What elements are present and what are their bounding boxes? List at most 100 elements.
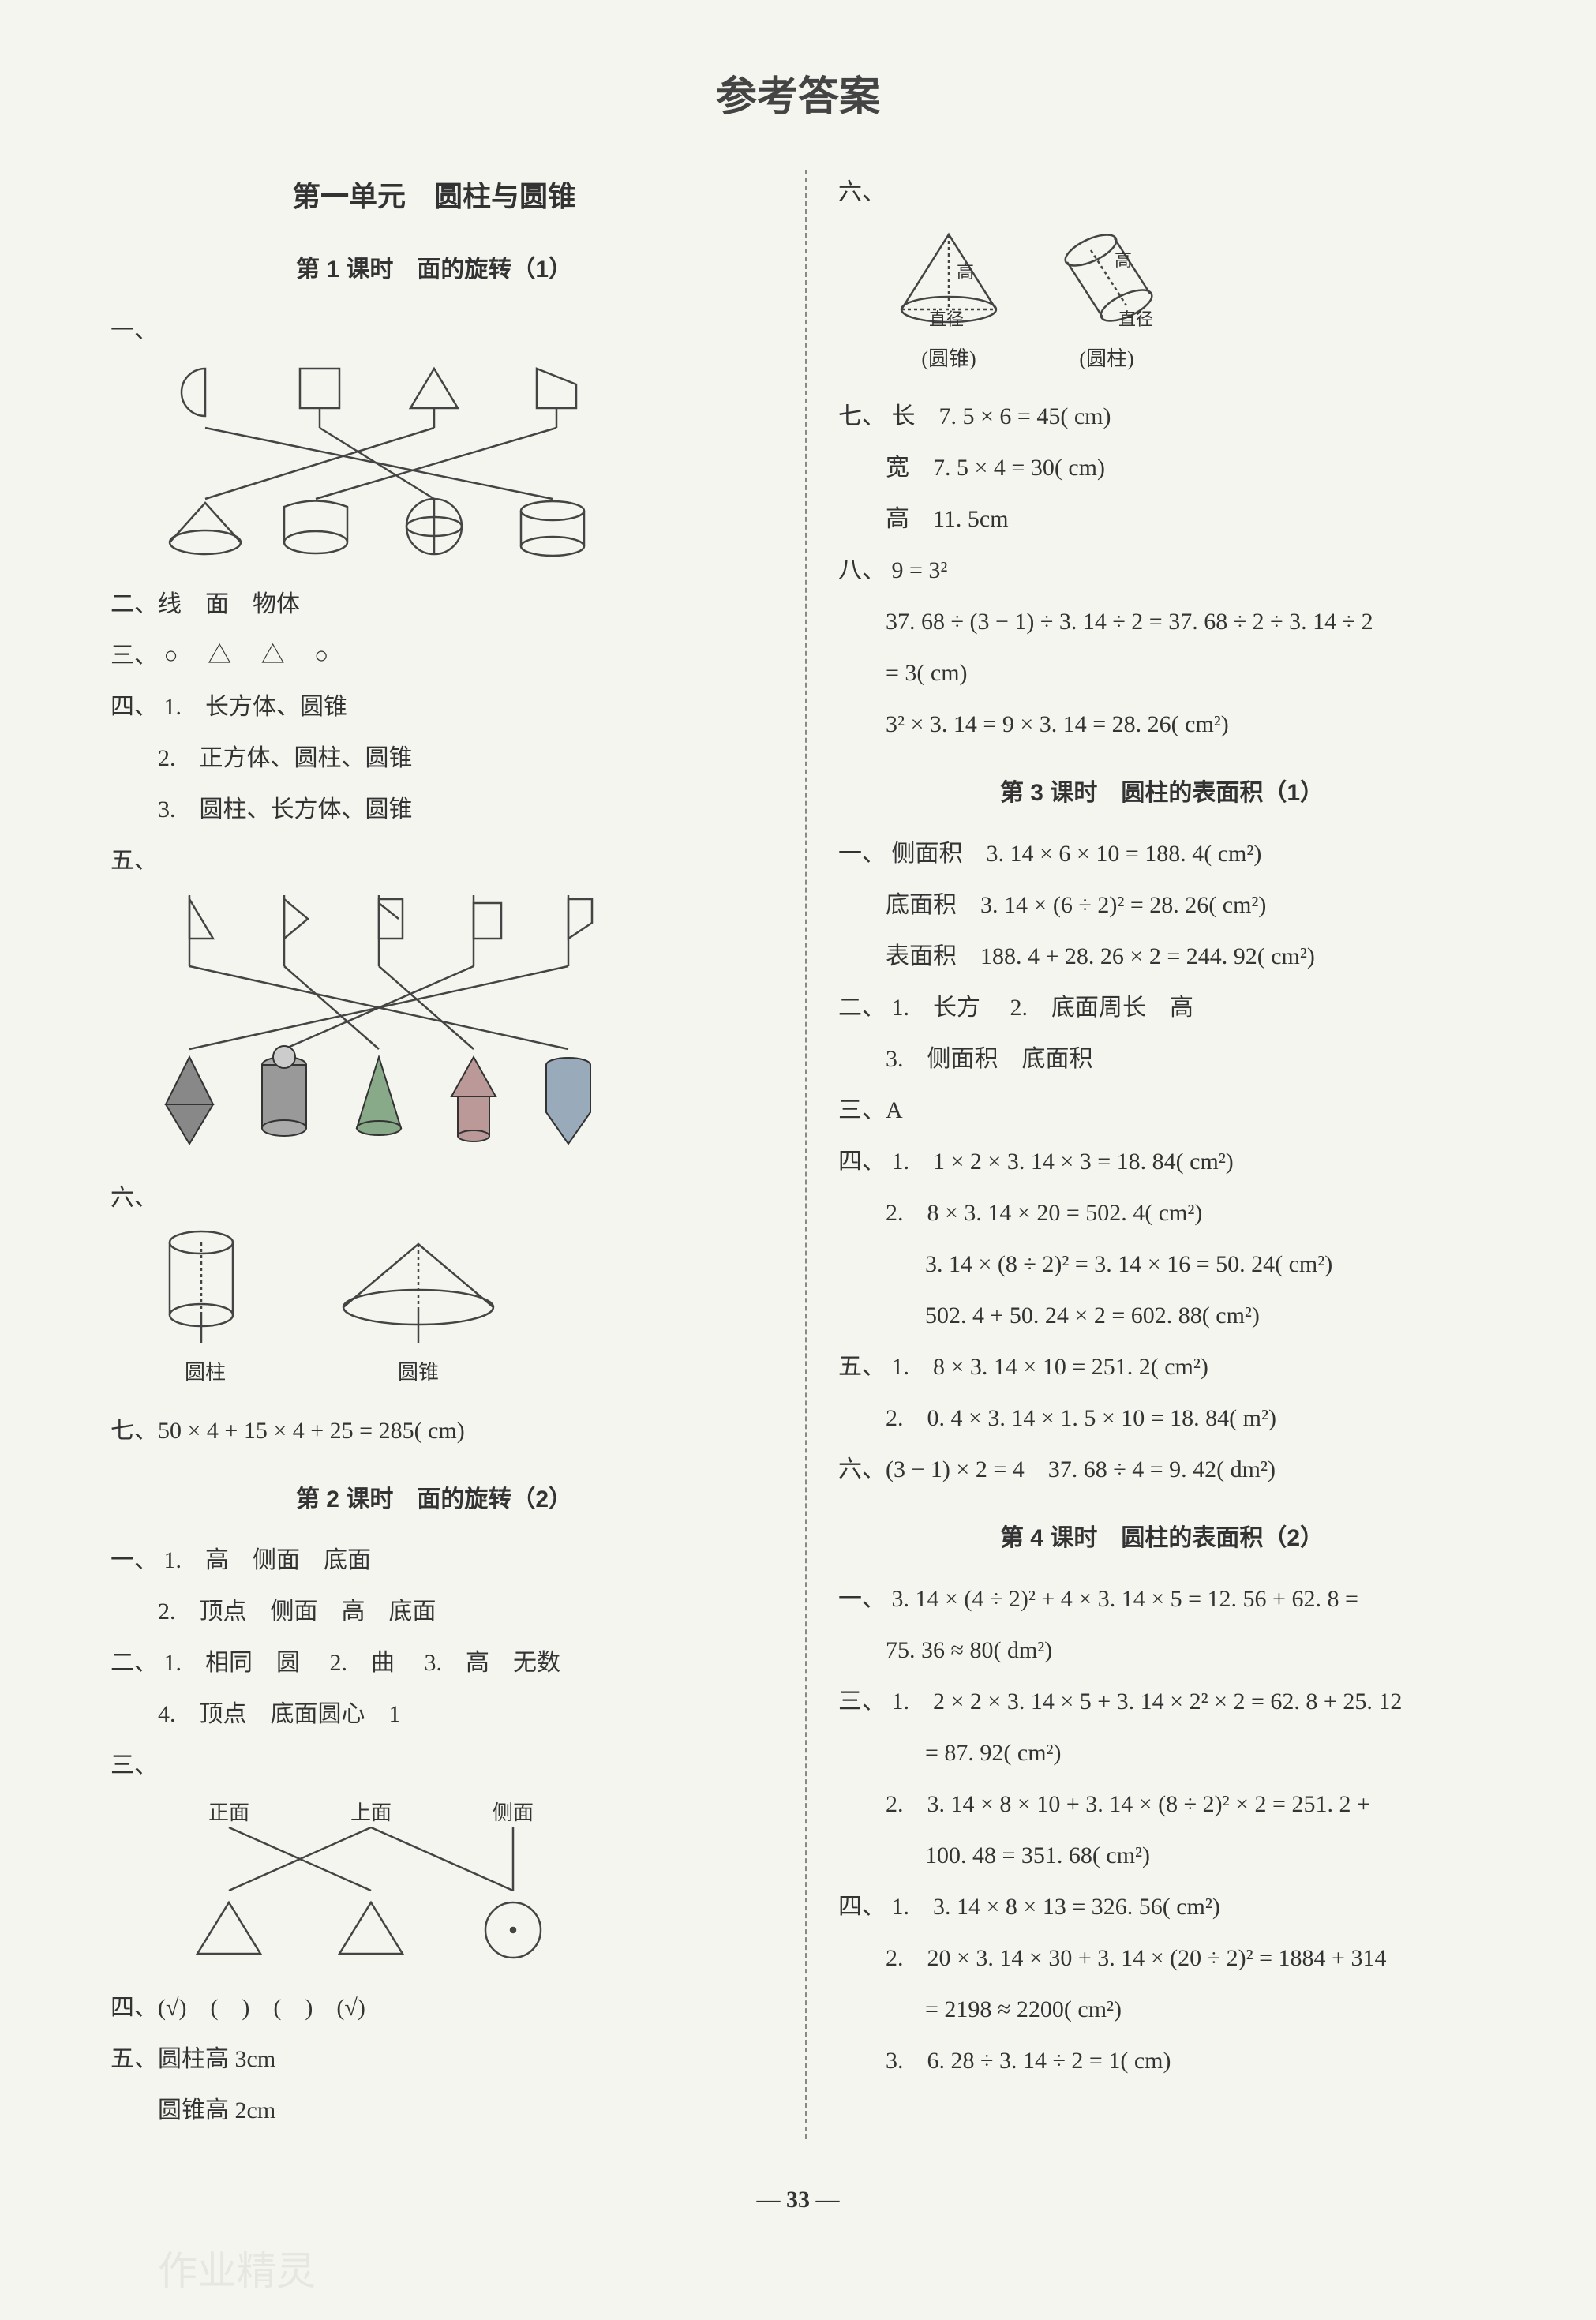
l4-q1-1b: 75. 36 ≈ 80( dm²) <box>838 1628 1485 1673</box>
l2-cone-group: 高 直径 (圆锥) <box>886 223 1012 378</box>
l2-q1-1: 1. 高 侧面 底面 <box>164 1547 372 1573</box>
l4-q1-1a: 3. 14 × (4 ÷ 2)² + 4 × 3. 14 × 5 = 12. 5… <box>892 1586 1358 1612</box>
l2-q3-diagram: 正面 上面 侧面 <box>158 1796 758 1970</box>
lesson1-title: 第 1 课时 面的旋转（1） <box>111 247 758 292</box>
l2-q1: 一、 1. 高 侧面 底面 <box>111 1538 758 1583</box>
l3-q5-label: 五、 <box>838 1344 886 1389</box>
right-column: 六、 高 直径 (圆锥) <box>805 170 1485 2139</box>
l2-q2-3: 3. 高 无数 <box>425 1650 561 1676</box>
l2-q7: 七、 长 7. 5 × 6 = 45( cm) <box>838 394 1485 439</box>
q3-label: 三、 <box>111 643 158 669</box>
svg-text:高: 高 <box>1115 250 1132 270</box>
label-side: 侧面 <box>493 1801 534 1824</box>
l2-q1-2: 2. 顶点 侧面 高 底面 <box>111 1589 758 1634</box>
l2-q2-2: 2. 曲 <box>330 1650 395 1676</box>
l4-q4-3: 3. 6. 28 ÷ 3. 14 ÷ 2 = 1( cm) <box>838 2038 1485 2083</box>
l4-q3-1b: = 87. 92( cm²) <box>838 1730 1485 1775</box>
l3-q4: 四、 1. 1 × 2 × 3. 14 × 3 = 18. 84( cm²) <box>838 1139 1485 1184</box>
l2-q6-diagram: 高 直径 (圆锥) 高 直 <box>886 223 1485 378</box>
q3-s2: △ <box>208 643 231 669</box>
l3-q1-3: 表面积 188. 4 + 28. 26 × 2 = 244. 92( cm²) <box>838 934 1485 979</box>
l2-q8-4: 3² × 3. 14 = 9 × 3. 14 = 28. 26( cm²) <box>838 702 1485 747</box>
watermark-text: 作业精灵 <box>158 2239 316 2296</box>
q1-label: 一、 <box>111 308 758 353</box>
page-number: — 33 — <box>111 2187 1485 2213</box>
q6-label: 六、 <box>111 1175 758 1220</box>
label-top: 上面 <box>350 1801 392 1824</box>
l2-q7-1: 长 7. 5 × 6 = 45( cm) <box>892 403 1111 429</box>
q6-cyl-label: 圆柱 <box>158 1353 253 1392</box>
l3-q2-1: 1. 长方 <box>892 995 981 1021</box>
q5-diagram <box>158 891 758 1160</box>
label-front: 正面 <box>208 1801 249 1824</box>
q7-text: 七、50 × 4 + 15 × 4 + 25 = 285( cm) <box>111 1408 758 1453</box>
l4-q4-1: 1. 3. 14 × 8 × 13 = 326. 56( cm²) <box>892 1894 1220 1920</box>
view-matching-diagram: 正面 上面 侧面 <box>158 1796 600 1970</box>
l2-q2-1: 1. 相同 圆 <box>164 1650 301 1676</box>
q3-row: 三、 ○ △ △ ○ <box>111 633 758 678</box>
q6-cone-label: 圆锥 <box>332 1353 505 1392</box>
l2-q8-2: 37. 68 ÷ (3 − 1) ÷ 3. 14 ÷ 2 = 37. 68 ÷ … <box>838 599 1485 644</box>
l3-q4-1: 1. 1 × 2 × 3. 14 × 3 = 18. 84( cm²) <box>892 1149 1234 1175</box>
l2-q5: 五、圆柱高 3cm <box>111 2037 758 2082</box>
l3-q4-4: 502. 4 + 50. 24 × 2 = 602. 88( cm²) <box>838 1293 1485 1338</box>
q4-row: 四、 1. 长方体、圆锥 <box>111 684 758 729</box>
l2-q8: 八、 9 = 3² <box>838 548 1485 593</box>
q4-label: 四、 <box>111 684 158 729</box>
l3-q2-3: 3. 侧面积 底面积 <box>838 1036 1485 1081</box>
l3-q1-label: 一、 <box>838 831 886 876</box>
lesson4-title: 第 4 课时 圆柱的表面积（2） <box>838 1516 1485 1561</box>
l3-q5-2: 2. 0. 4 × 3. 14 × 1. 5 × 10 = 18. 84( m²… <box>838 1396 1485 1441</box>
svg-text:直径: 直径 <box>1118 309 1153 329</box>
l3-q1: 一、 侧面积 3. 14 × 6 × 10 = 188. 4( cm²) <box>838 831 1485 876</box>
l3-q5-1: 1. 8 × 3. 14 × 10 = 251. 2( cm²) <box>892 1354 1208 1380</box>
q3-s4: ○ <box>314 643 328 669</box>
l3-q2-2: 2. 底面周长 高 <box>1010 995 1194 1021</box>
l3-q2: 二、 1. 长方 2. 底面周长 高 <box>838 985 1485 1030</box>
q3-s1: ○ <box>164 643 178 669</box>
l3-q4-2: 2. 8 × 3. 14 × 20 = 502. 4( cm²) <box>838 1190 1485 1235</box>
l3-q4-3: 3. 14 × (8 ÷ 2)² = 3. 14 × 16 = 50. 24( … <box>838 1242 1485 1287</box>
l3-q5: 五、 1. 8 × 3. 14 × 10 = 251. 2( cm²) <box>838 1344 1485 1389</box>
page-title: 参考答案 <box>111 63 1485 122</box>
l2-cone-label: (圆锥) <box>886 339 1012 378</box>
l2-q7-3: 高 11. 5cm <box>838 497 1485 542</box>
l2-q8-3: = 3( cm) <box>838 650 1485 695</box>
l4-q3: 三、 1. 2 × 2 × 3. 14 × 5 + 3. 14 × 2² × 2… <box>838 1679 1485 1724</box>
labeled-cylinder-icon: 高 直径 <box>1043 223 1170 333</box>
l4-q4-2a: 2. 20 × 3. 14 × 30 + 3. 14 × (20 ÷ 2)² =… <box>838 1936 1485 1981</box>
l3-q4-label: 四、 <box>838 1139 886 1184</box>
l3-q2-label: 二、 <box>838 985 886 1030</box>
l2-cyl-label: (圆柱) <box>1043 339 1170 378</box>
q5-label: 五、 <box>111 838 758 883</box>
l2-q2-4: 4. 顶点 底面圆心 1 <box>111 1692 758 1737</box>
q6-diagram: 圆柱 圆锥 <box>158 1228 758 1392</box>
q3-s3: △ <box>261 643 285 669</box>
two-column-layout: 第一单元 圆柱与圆锥 第 1 课时 面的旋转（1） 一、 <box>111 170 1485 2139</box>
cylinder-icon <box>158 1228 253 1347</box>
l3-q1-1: 侧面积 3. 14 × 6 × 10 = 188. 4( cm²) <box>892 841 1262 867</box>
cone-icon <box>332 1228 505 1347</box>
q4-3: 3. 圆柱、长方体、圆锥 <box>111 787 758 832</box>
matching-diagram-2 <box>158 891 663 1160</box>
l4-q1: 一、 3. 14 × (4 ÷ 2)² + 4 × 3. 14 × 5 = 12… <box>838 1576 1485 1621</box>
svg-text:直径: 直径 <box>929 309 964 329</box>
labeled-cone-icon: 高 直径 <box>886 223 1012 333</box>
l2-q7-label: 七、 <box>838 394 886 439</box>
l2-q2-label: 二、 <box>111 1640 158 1685</box>
q4-1: 1. 长方体、圆锥 <box>164 694 348 720</box>
l2-q1-label: 一、 <box>111 1538 158 1583</box>
l4-q3-label: 三、 <box>838 1679 886 1724</box>
matching-diagram-1 <box>158 361 631 566</box>
q6-cone-group: 圆锥 <box>332 1228 505 1392</box>
lesson3-title: 第 3 课时 圆柱的表面积（1） <box>838 770 1485 815</box>
l2-q8-1: 9 = 3² <box>892 557 948 583</box>
q6-cylinder-group: 圆柱 <box>158 1228 253 1392</box>
l4-q4: 四、 1. 3. 14 × 8 × 13 = 326. 56( cm²) <box>838 1884 1485 1929</box>
svg-text:高: 高 <box>957 262 974 282</box>
l2-q7-2: 宽 7. 5 × 4 = 30( cm) <box>838 445 1485 490</box>
q4-2: 2. 正方体、圆柱、圆锥 <box>111 736 758 781</box>
l2-q6-label: 六、 <box>838 170 1485 215</box>
l3-q1-2: 底面积 3. 14 × (6 ÷ 2)² = 28. 26( cm²) <box>838 883 1485 928</box>
left-column: 第一单元 圆柱与圆锥 第 1 课时 面的旋转（1） 一、 <box>111 170 774 2139</box>
